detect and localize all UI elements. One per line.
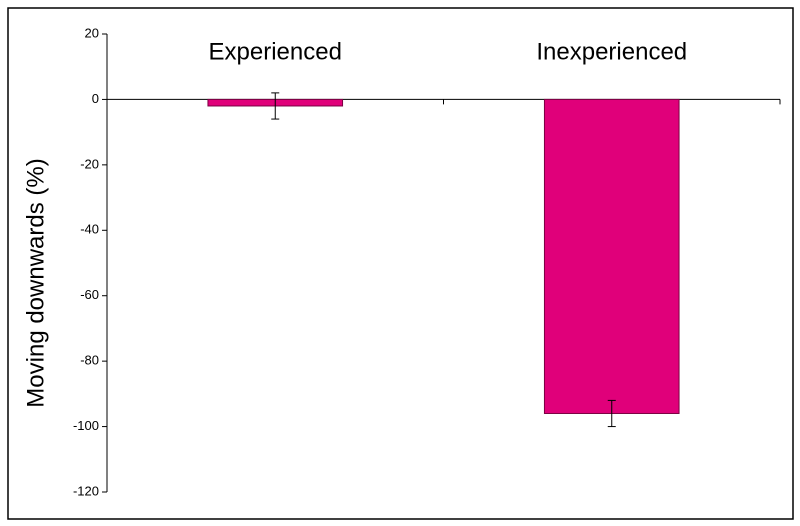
y-tick-label: -120	[73, 483, 99, 498]
y-tick-label: -80	[80, 353, 99, 368]
category-label: Inexperienced	[536, 38, 687, 65]
y-tick-label: -20	[80, 156, 99, 171]
error-bar	[271, 92, 280, 120]
y-tick-label: -100	[73, 418, 99, 433]
y-tick-label: -60	[80, 287, 99, 302]
bar	[543, 98, 680, 414]
y-tick-label: 0	[92, 91, 99, 106]
y-axis-label: Moving downwards (%)	[22, 158, 49, 407]
category-label: Experienced	[209, 38, 342, 65]
y-tick-label: -40	[80, 222, 99, 237]
y-tick-label: 20	[85, 25, 99, 40]
error-bar	[607, 399, 616, 428]
